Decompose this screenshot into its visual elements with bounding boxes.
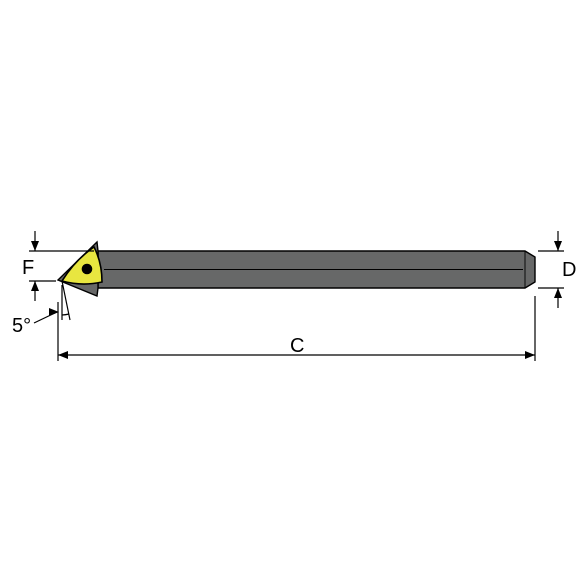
dim-label-D: D (562, 260, 576, 280)
dim-label-F: F (22, 258, 34, 278)
dim-label-C: C (290, 336, 304, 356)
angle-arc (62, 314, 69, 315)
insert-hole (82, 264, 93, 275)
insert (62, 247, 102, 284)
dim-label-angle5: 5° (12, 316, 31, 336)
